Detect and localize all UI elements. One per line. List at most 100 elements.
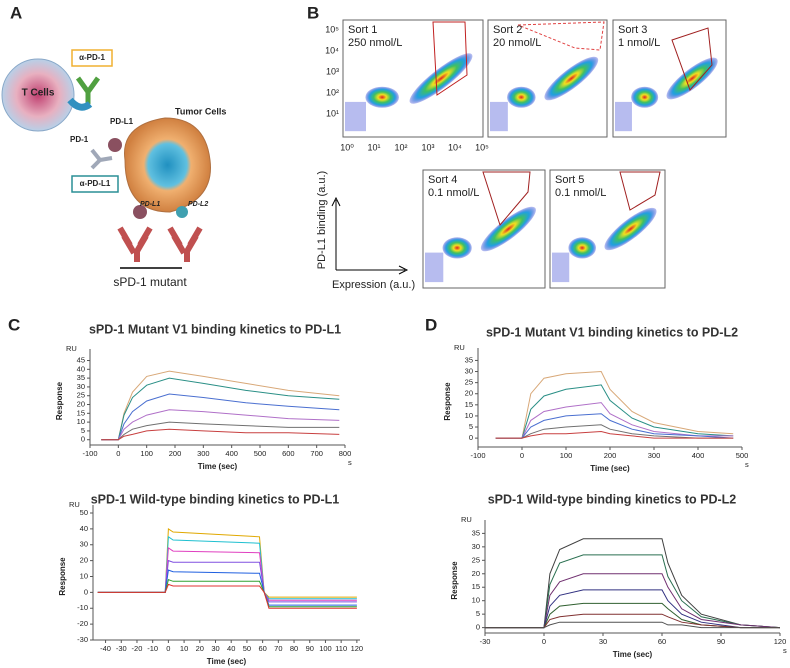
chart-title: sPD-1 Mutant V1 binding kinetics to PD-L… (89, 322, 341, 336)
x-tick-label: 400 (692, 451, 705, 460)
response-curve (101, 421, 340, 441)
cell-streak (615, 101, 632, 132)
pd1-label: PD-1 (70, 135, 89, 144)
panel-label: B (307, 3, 319, 22)
cell-cluster (409, 53, 473, 104)
x-tick-label: 100 (140, 449, 153, 458)
plot-frame (612, 19, 727, 138)
gate (517, 21, 605, 51)
y-tick-label: 15 (465, 400, 473, 409)
response-curve (495, 370, 734, 439)
mutant-label: sPD-1 mutant (113, 275, 187, 289)
y-unit: RU (66, 344, 77, 353)
antibody (90, 148, 113, 170)
y-unit: RU (69, 500, 80, 509)
panel-label: A (10, 3, 22, 22)
x-tick-label: 10⁴ (448, 142, 462, 152)
x-tick-label: 10⁰ (340, 142, 354, 152)
y-tick-label: 0 (81, 435, 85, 444)
cell-cluster (544, 56, 599, 101)
cell-cluster (507, 86, 536, 108)
x-tick-label: 20 (196, 644, 204, 653)
tumor-cell (124, 117, 211, 213)
y-tick-label: 15 (77, 408, 85, 417)
cell-streak (345, 101, 366, 132)
y-tick-label: 10¹ (326, 108, 339, 118)
anti-pd1-label: α-PD-1 (79, 53, 105, 62)
sort-name: Sort 1 (348, 24, 377, 36)
sort-name: Sort 3 (618, 24, 647, 36)
x-tick-label: 10³ (421, 142, 434, 152)
x-tick-label: 90 (306, 644, 314, 653)
anti-pd-l1-label: α-PD-L1 (80, 179, 111, 188)
y-tick-label: 40 (77, 364, 85, 373)
sort-concentration: 20 nmol/L (493, 37, 541, 49)
response-curve (485, 621, 780, 629)
x-unit: s (783, 646, 787, 655)
plot-frame (422, 169, 546, 289)
x-tick-label: 50 (243, 644, 251, 653)
response-curve (485, 554, 781, 629)
y-axis-label: Response (450, 561, 459, 600)
sort-concentration: 0.1 nmol/L (428, 187, 479, 199)
x-tick-label: 10⁵ (475, 142, 489, 152)
y-unit: RU (454, 343, 465, 352)
x-tick-label: 0 (520, 451, 524, 460)
x-tick-label: 200 (604, 451, 617, 460)
axis-arrows (331, 196, 409, 275)
x-tick-label: 400 (225, 449, 238, 458)
y-tick-label: 10 (80, 571, 88, 580)
antibody (75, 76, 101, 104)
cell-streak (425, 252, 444, 283)
x-tick-label: -100 (82, 449, 97, 458)
x-tick-label: -100 (470, 451, 485, 460)
anti-pd-l1-box (71, 175, 119, 193)
y-axis-label: Response (58, 557, 67, 596)
sort-name: Sort 4 (428, 174, 457, 186)
gate (482, 171, 531, 227)
x-tick-label: 120 (351, 644, 364, 653)
x-tick-label: -40 (100, 644, 111, 653)
x-tick-label: 10¹ (367, 142, 380, 152)
cell-cluster (604, 207, 657, 251)
gate (671, 27, 713, 91)
response-curve (495, 430, 734, 439)
y-tick-label: 25 (472, 555, 480, 564)
ligand (176, 206, 188, 218)
y-tick-label: -20 (77, 619, 88, 628)
receptor (67, 97, 93, 111)
x-axis-label: Time (sec) (198, 462, 238, 471)
x-tick-label: 60 (258, 644, 266, 653)
t-cell (1, 58, 75, 132)
response-curve (101, 428, 340, 441)
x-unit: s (348, 458, 352, 467)
x-tick-label: 10² (394, 142, 407, 152)
x-tick-label: -30 (480, 637, 491, 646)
y-tick-label: 20 (465, 389, 473, 398)
x-tick-label: 90 (717, 637, 725, 646)
x-tick-label: 0 (166, 644, 170, 653)
panel-label: D (425, 315, 437, 334)
response-curve (495, 402, 734, 439)
y-tick-label: 10⁴ (325, 45, 339, 55)
x-tick-label: 500 (736, 451, 749, 460)
y-axis-label: Response (55, 381, 64, 420)
pd-l2-label: PD-L2 (188, 201, 208, 208)
y-axis-label: Response (443, 382, 452, 421)
response-curve (485, 573, 781, 629)
y-tick-label: 10³ (326, 66, 339, 76)
cell-cluster (568, 237, 596, 259)
y-tick-label: 20 (77, 400, 85, 409)
cell-cluster (631, 86, 659, 108)
x-tick-label: 60 (658, 637, 666, 646)
y-tick-label: 5 (476, 609, 480, 618)
x-tick-label: 300 (197, 449, 210, 458)
y-tick-label: -30 (77, 635, 88, 644)
gate (432, 21, 468, 96)
x-tick-label: 80 (290, 644, 298, 653)
sort-concentration: 0.1 nmol/L (555, 187, 606, 199)
response-curve (101, 370, 340, 441)
response-curve (97, 583, 357, 609)
y-tick-label: 30 (465, 367, 473, 376)
